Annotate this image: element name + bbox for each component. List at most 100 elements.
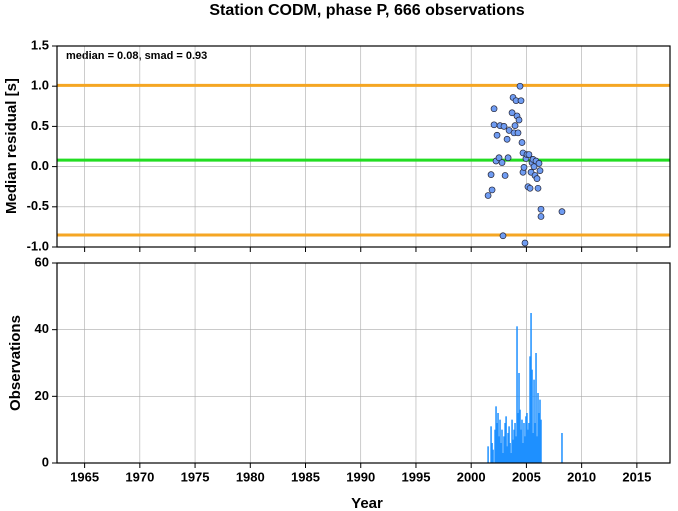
bar (523, 423, 525, 463)
bar (535, 353, 537, 463)
annotation: median = 0.08, smad = 0.93 (66, 50, 207, 62)
bar (529, 356, 531, 463)
bar (497, 413, 499, 463)
point (518, 139, 526, 146)
bar (501, 429, 503, 463)
x-tick-label: 1995 (402, 469, 431, 484)
x-tick-label: 1990 (346, 469, 375, 484)
bar (510, 453, 512, 463)
x-tick-label: 2015 (622, 469, 651, 484)
bar (525, 416, 527, 463)
x-tick-label: 1965 (70, 469, 99, 484)
bar (521, 419, 523, 463)
plot-frame (56, 262, 671, 464)
bar (532, 433, 534, 463)
point (511, 122, 519, 129)
bar (517, 413, 519, 463)
point (504, 154, 512, 162)
point (526, 184, 534, 192)
bar (540, 419, 542, 463)
bar (499, 419, 501, 463)
x-tick-label: 2010 (567, 469, 596, 484)
bar (507, 433, 509, 463)
bar (500, 443, 502, 463)
y-tick-label: -0.5 (27, 198, 49, 213)
point (535, 160, 543, 167)
bar (511, 419, 513, 463)
point (514, 129, 522, 137)
point (499, 232, 507, 240)
y-tick-label: 20 (35, 388, 49, 403)
x-tick-label: 2000 (457, 469, 486, 484)
y-tick-label: 0.0 (31, 158, 49, 173)
y-tick-label: 60 (35, 254, 49, 269)
bar (531, 369, 533, 463)
point (501, 172, 509, 179)
bar (502, 453, 504, 463)
point (508, 109, 516, 117)
bar (515, 436, 517, 463)
bar (522, 443, 524, 463)
point (558, 208, 566, 215)
bar (514, 423, 516, 463)
point (537, 205, 545, 213)
bar (508, 426, 510, 463)
bar (516, 326, 518, 463)
bar (528, 423, 530, 463)
y-axis-label: Median residual [s] (3, 78, 20, 214)
bar (512, 439, 514, 463)
x-tick-label: 1980 (236, 469, 265, 484)
bar (536, 436, 538, 463)
bar (524, 436, 526, 463)
x-tick-label: 1975 (181, 469, 210, 484)
point (520, 164, 528, 171)
y-tick-label: 40 (35, 321, 49, 336)
point (537, 213, 545, 220)
bar (490, 426, 492, 463)
y-tick-label: -1.0 (27, 238, 49, 253)
bar (538, 413, 540, 463)
point (516, 82, 524, 90)
y-tick-label: 1.0 (31, 78, 49, 93)
point (487, 171, 495, 178)
point (534, 184, 542, 192)
y-tick-label: 0 (42, 454, 49, 469)
bar (495, 406, 497, 463)
point (521, 239, 529, 247)
x-axis-label: Year (351, 495, 383, 511)
point (500, 123, 508, 130)
bar (503, 436, 505, 463)
point (536, 167, 544, 174)
point (495, 154, 503, 162)
bar (537, 393, 539, 463)
point (533, 175, 541, 183)
bar (487, 446, 489, 463)
point (517, 97, 525, 105)
bar (506, 446, 508, 463)
y-axis-label: Observations (7, 315, 24, 411)
plot-frame (56, 45, 671, 248)
bar (530, 313, 532, 463)
point (488, 186, 496, 194)
x-tick-label: 1985 (291, 469, 320, 484)
bar (492, 449, 494, 463)
point (498, 159, 506, 166)
point (515, 116, 523, 124)
y-tick-label: 1.5 (31, 37, 49, 52)
point (484, 192, 492, 199)
bar (498, 436, 500, 463)
point (490, 121, 498, 129)
bar (504, 423, 506, 463)
bar (491, 443, 493, 463)
x-tick-label: 1970 (125, 469, 154, 484)
bar (505, 416, 507, 463)
bar (533, 379, 535, 463)
bar (520, 429, 522, 463)
bar (561, 433, 563, 463)
point (525, 151, 533, 158)
bar (527, 429, 529, 463)
bar (539, 399, 541, 463)
bar (509, 443, 511, 463)
y-tick-label: 0.5 (31, 118, 49, 133)
